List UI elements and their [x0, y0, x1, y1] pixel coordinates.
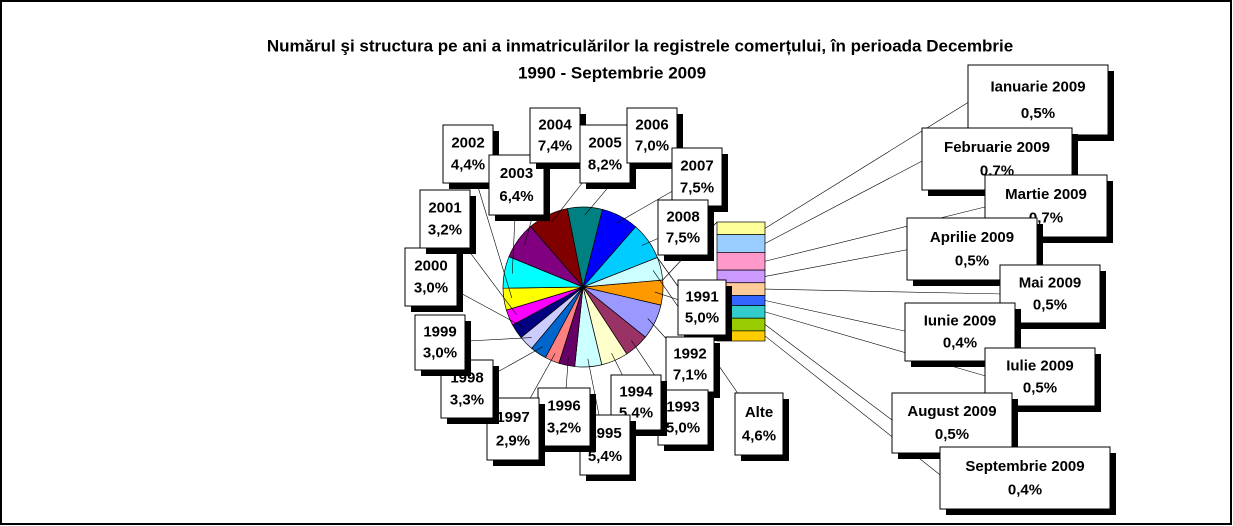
value-label: 0,5%: [1023, 380, 1057, 397]
labels: 19915,0%19927,1%19935,0%19945,4%19955,4%…: [404, 64, 1116, 515]
label-box: [404, 247, 458, 307]
category-label: Mai 2009: [1019, 275, 1082, 292]
value-label: 5,0%: [666, 419, 700, 436]
chart-title: Numărul şi structura pe ani a inmatricul…: [267, 36, 1013, 55]
leader-line: [764, 248, 912, 277]
value-label: 0,4%: [943, 335, 977, 352]
value-label: 7,5%: [666, 229, 700, 246]
value-label: 7,4%: [538, 137, 572, 154]
category-label: 2007: [680, 158, 713, 175]
bar-segment: [716, 252, 766, 271]
label-box: [677, 279, 727, 336]
category-label: Iunie 2009: [924, 313, 997, 330]
category-label: 2006: [635, 117, 668, 134]
category-label: 1995: [588, 425, 621, 442]
label-box: [967, 64, 1109, 136]
category-label: 1993: [666, 399, 699, 416]
label-box: [671, 147, 723, 207]
value-label: 4,6%: [742, 427, 776, 444]
label-box: [442, 124, 494, 184]
value-label: 3,0%: [423, 344, 457, 361]
category-label: 2002: [451, 135, 484, 152]
label-box: [414, 314, 466, 371]
bar-segment: [716, 221, 766, 236]
label-box: [939, 446, 1111, 510]
value-label: 3,0%: [414, 280, 448, 297]
label-box: [529, 107, 581, 164]
label-box: [734, 392, 784, 456]
label-box: [657, 199, 709, 256]
category-label: 1992: [673, 346, 706, 363]
category-label: 2008: [666, 209, 699, 226]
category-label: 2001: [428, 200, 461, 217]
label-box: [488, 154, 545, 216]
category-label: Alte: [745, 404, 773, 421]
value-label: 0,5%: [935, 426, 969, 443]
category-label: August 2009: [907, 403, 996, 420]
leader-line: [764, 205, 990, 262]
category-label: 1991: [685, 289, 718, 306]
category-label: Aprilie 2009: [930, 229, 1014, 246]
label-box: [891, 392, 1013, 454]
category-label: 1994: [619, 384, 653, 401]
chart-title: 1990 - Septembrie 2009: [518, 63, 706, 82]
value-label: 0,5%: [1021, 105, 1055, 122]
category-label: 1996: [547, 398, 580, 415]
label-box: [665, 336, 715, 393]
leader-line: [764, 158, 927, 244]
pie: [502, 206, 766, 368]
category-label: 2005: [588, 135, 621, 152]
category-label: 1997: [496, 409, 529, 426]
value-label: 7,1%: [673, 366, 707, 383]
category-label: 1999: [423, 324, 456, 341]
bar-segment: [716, 234, 766, 253]
category-label: Februarie 2009: [944, 139, 1050, 156]
value-label: 7,0%: [635, 137, 669, 154]
leader-line: [764, 300, 910, 333]
label-box: [626, 107, 678, 164]
value-label: 7,5%: [680, 180, 714, 197]
leader-line: [764, 99, 973, 229]
leader-line: [764, 324, 897, 424]
label-box: [419, 189, 471, 249]
value-label: 3,2%: [547, 420, 581, 437]
value-label: 4,4%: [451, 157, 485, 174]
category-label: Ianuarie 2009: [990, 78, 1085, 95]
category-label: Martie 2009: [1005, 186, 1087, 203]
value-label: 3,3%: [450, 392, 484, 409]
category-label: 2003: [500, 165, 533, 182]
category-label: 2004: [538, 117, 572, 134]
value-label: 0,5%: [955, 252, 989, 269]
category-label: 2000: [414, 258, 447, 275]
category-label: Iulie 2009: [1006, 358, 1074, 375]
value-label: 8,2%: [588, 157, 622, 174]
value-label: 0,4%: [1008, 481, 1042, 498]
value-label: 6,4%: [499, 188, 533, 205]
value-label: 5,4%: [588, 448, 622, 465]
label-box: [579, 124, 631, 184]
leader-line: [764, 288, 1005, 295]
value-label: 5,0%: [685, 309, 719, 326]
value-label: 0,5%: [1033, 297, 1067, 314]
category-label: Septembrie 2009: [965, 458, 1084, 475]
value-label: 2,9%: [496, 432, 530, 449]
value-label: 3,2%: [428, 222, 462, 239]
